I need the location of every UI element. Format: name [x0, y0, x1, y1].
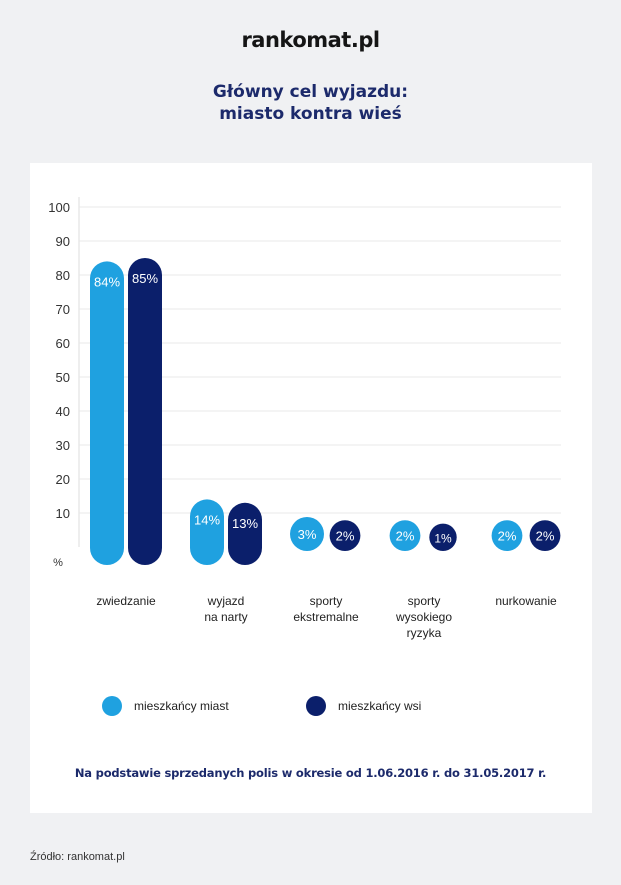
y-tick-label: 30: [56, 438, 70, 453]
x-tick-label: wysokiego: [395, 610, 452, 624]
data-label: 2%: [536, 529, 555, 544]
y-tick-label: 60: [56, 336, 70, 351]
y-tick-label: 10: [56, 506, 70, 521]
data-label: 84%: [94, 274, 120, 289]
data-label: 2%: [396, 529, 415, 544]
bar: [529, 520, 561, 551]
x-tick-label: sporty: [408, 594, 441, 608]
x-tick-label: zwiedzanie: [96, 594, 156, 608]
data-label: 1%: [434, 531, 452, 545]
data-label: 2%: [498, 529, 517, 544]
legend-item-cities: mieszkańcy miast: [102, 696, 229, 716]
bar: [228, 502, 262, 565]
y-tick-label: 40: [56, 404, 70, 419]
bar: [491, 520, 523, 551]
data-label: 85%: [132, 271, 158, 286]
chart-title-line-1: Główny cel wyjazdu:: [212, 82, 409, 102]
bar: [290, 517, 324, 551]
y-axis-unit-label: %: [53, 557, 63, 569]
chart-title-line-2: miasto kontra wieś: [219, 104, 402, 124]
legend-label-villages: mieszkańcy wsi: [338, 699, 422, 713]
footnote: Na podstawie sprzedanych polis w okresie…: [74, 766, 547, 780]
x-tick-label: ekstremalne: [293, 610, 359, 624]
legend-label-cities: mieszkańcy miast: [134, 699, 229, 713]
bar: [190, 499, 224, 565]
data-label: 13%: [232, 516, 258, 531]
y-tick-label: 50: [56, 370, 70, 385]
bar: [429, 523, 457, 551]
data-label: 2%: [336, 529, 355, 544]
x-tick-label: wyjazd: [207, 594, 245, 608]
bar: [128, 258, 162, 565]
x-tick-label: sporty: [310, 594, 343, 608]
y-tick-label: 90: [56, 234, 70, 249]
logo-text: rankomat.pl: [241, 28, 380, 52]
logo: rankomat.pl: [0, 28, 621, 52]
legend-swatch-villages: [306, 696, 326, 716]
legend-swatch-cities: [102, 696, 122, 716]
chart-title: Główny cel wyjazdu: miasto kontra wieś: [0, 81, 621, 125]
y-tick-label: 70: [56, 302, 70, 317]
x-tick-label: na narty: [204, 610, 247, 624]
legend-item-villages: mieszkańcy wsi: [306, 696, 421, 716]
y-tick-label: 100: [48, 200, 70, 215]
bar: [90, 261, 124, 565]
y-tick-label: 80: [56, 268, 70, 283]
data-label: 14%: [194, 512, 220, 527]
y-tick-label: 20: [56, 472, 70, 487]
source-label: Źródło: rankomat.pl: [30, 851, 125, 863]
bar: [329, 520, 361, 551]
data-label: 3%: [298, 527, 317, 542]
x-tick-label: nurkowanie: [495, 594, 557, 608]
bar: [389, 520, 421, 551]
x-tick-label: ryzyka: [407, 626, 442, 640]
